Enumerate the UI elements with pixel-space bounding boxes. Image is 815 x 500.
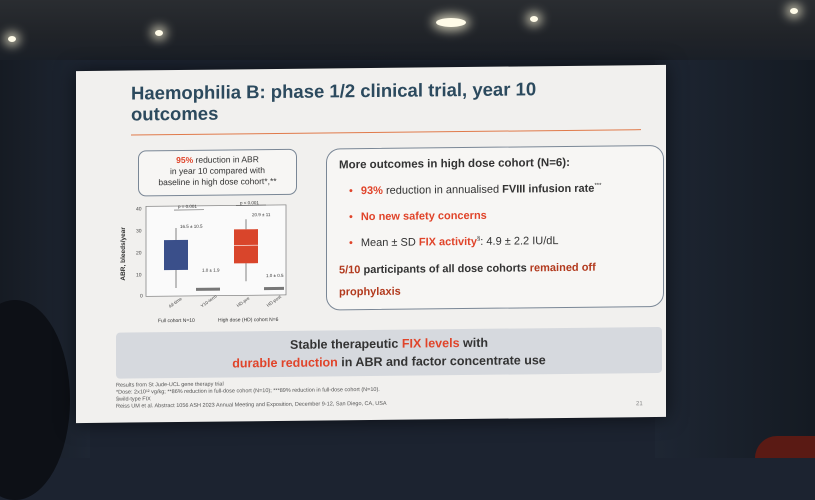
outcomes-heading: More outcomes in high dose cohort (N=6): bbox=[339, 157, 570, 171]
bullet-fviii-bold: FVIII infusion rate bbox=[502, 183, 594, 196]
ceiling-light bbox=[155, 30, 163, 36]
bullet-fix-post: : 4.9 ± 2.2 IU/dL bbox=[480, 235, 558, 248]
ceiling-light bbox=[8, 36, 16, 42]
box-full-cohort-post bbox=[196, 288, 220, 291]
group-label-full: Full cohort N=10 bbox=[158, 318, 195, 324]
banner-l1c: with bbox=[460, 336, 488, 350]
page-number: 21 bbox=[636, 401, 643, 407]
x-tick: HD-post bbox=[266, 294, 283, 308]
bullet-fix-pre: Mean ± SD bbox=[361, 236, 419, 249]
ceiling-light bbox=[790, 8, 798, 14]
value-label-c: 20.9 ± 11 bbox=[252, 212, 271, 217]
y-tick: 10 bbox=[136, 272, 142, 278]
p-value-left: p = 0.001 bbox=[178, 204, 197, 209]
footnotes: Results from St Jude-UCL gene therapy tr… bbox=[116, 378, 566, 411]
value-label-a: 16.5 ± 10.5 bbox=[180, 224, 203, 229]
group-label-hd: High dose (HD) cohort N=6 bbox=[218, 317, 279, 324]
box-hd-pre bbox=[234, 229, 258, 263]
x-tick: All-time bbox=[168, 296, 184, 309]
callout-line3: baseline in high dose cohort*,** bbox=[139, 176, 296, 189]
bullet-fviii: • 93% reduction in annualised FVIII infus… bbox=[349, 183, 601, 198]
bullet-dot: • bbox=[349, 237, 353, 249]
bullet-fix: •Mean ± SD FIX activity§: 4.9 ± 2.2 IU/d… bbox=[349, 235, 559, 249]
y-tick: 40 bbox=[136, 206, 142, 212]
y-axis-label: ABR, bleeds/year bbox=[120, 227, 127, 281]
room-wall-right bbox=[655, 60, 815, 458]
ceiling-light bbox=[436, 18, 466, 27]
y-tick: 20 bbox=[136, 250, 142, 256]
summary-banner: Stable therapeutic FIX levels with durab… bbox=[116, 327, 662, 379]
outcomes-box: More outcomes in high dose cohort (N=6):… bbox=[326, 145, 664, 311]
abr-callout: 95% reduction in ABR in year 10 compared… bbox=[138, 149, 297, 197]
value-label-d: 1.0 ± 0.5 bbox=[266, 273, 284, 278]
y-tick: 30 bbox=[136, 228, 142, 234]
banner-l2a: durable reduction bbox=[232, 355, 338, 370]
y-tick: 0 bbox=[140, 293, 143, 299]
callout-highlight: 95% bbox=[176, 155, 193, 165]
callout-line1: reduction in ABR bbox=[193, 154, 259, 165]
foreground-object bbox=[755, 436, 815, 458]
bullet-fviii-sup: *** bbox=[594, 183, 601, 189]
abr-boxplot: ABR, bleeds/year 40 30 20 10 0 p = 0.001… bbox=[116, 197, 301, 327]
ceiling bbox=[0, 0, 815, 60]
bullet-fix-highlight: FIX activity bbox=[419, 236, 477, 249]
prophylaxis-count: 5/10 bbox=[339, 264, 360, 276]
prophylaxis-cohorts: all dose cohorts bbox=[442, 262, 526, 275]
bullet-safety-text: No new safety concerns bbox=[361, 210, 487, 223]
slide-title: Haemophilia B: phase 1/2 clinical trial,… bbox=[131, 77, 611, 124]
banner-l2b: in ABR and factor concentrate use bbox=[338, 353, 546, 369]
bullet-dot: • bbox=[349, 211, 353, 223]
banner-l1b: FIX levels bbox=[402, 336, 460, 351]
prophylaxis-text: participants of bbox=[360, 263, 442, 276]
boxplot-svg: ABR, bleeds/year 40 30 20 10 0 p = 0.001… bbox=[116, 197, 301, 327]
x-tick: HD-pre bbox=[236, 295, 251, 308]
value-label-b: 1.0 ± 1.9 bbox=[202, 268, 220, 273]
bullet-safety: • No new safety concerns bbox=[349, 210, 487, 223]
bullet-fviii-text: reduction in annualised bbox=[383, 184, 502, 197]
banner-l1a: Stable therapeutic bbox=[290, 337, 402, 352]
ceiling-light bbox=[530, 16, 538, 22]
title-divider bbox=[131, 129, 641, 135]
box-hd-post bbox=[264, 287, 284, 290]
prophylaxis-note: 5/10 participants of all dose cohorts re… bbox=[339, 256, 649, 303]
p-value-right: p < 0.001 bbox=[240, 200, 259, 205]
bullet-fviii-highlight: 93% bbox=[361, 185, 383, 197]
box-full-cohort-pre bbox=[164, 240, 188, 270]
projected-slide: Haemophilia B: phase 1/2 clinical trial,… bbox=[76, 65, 666, 423]
bullet-dot: • bbox=[349, 185, 353, 197]
